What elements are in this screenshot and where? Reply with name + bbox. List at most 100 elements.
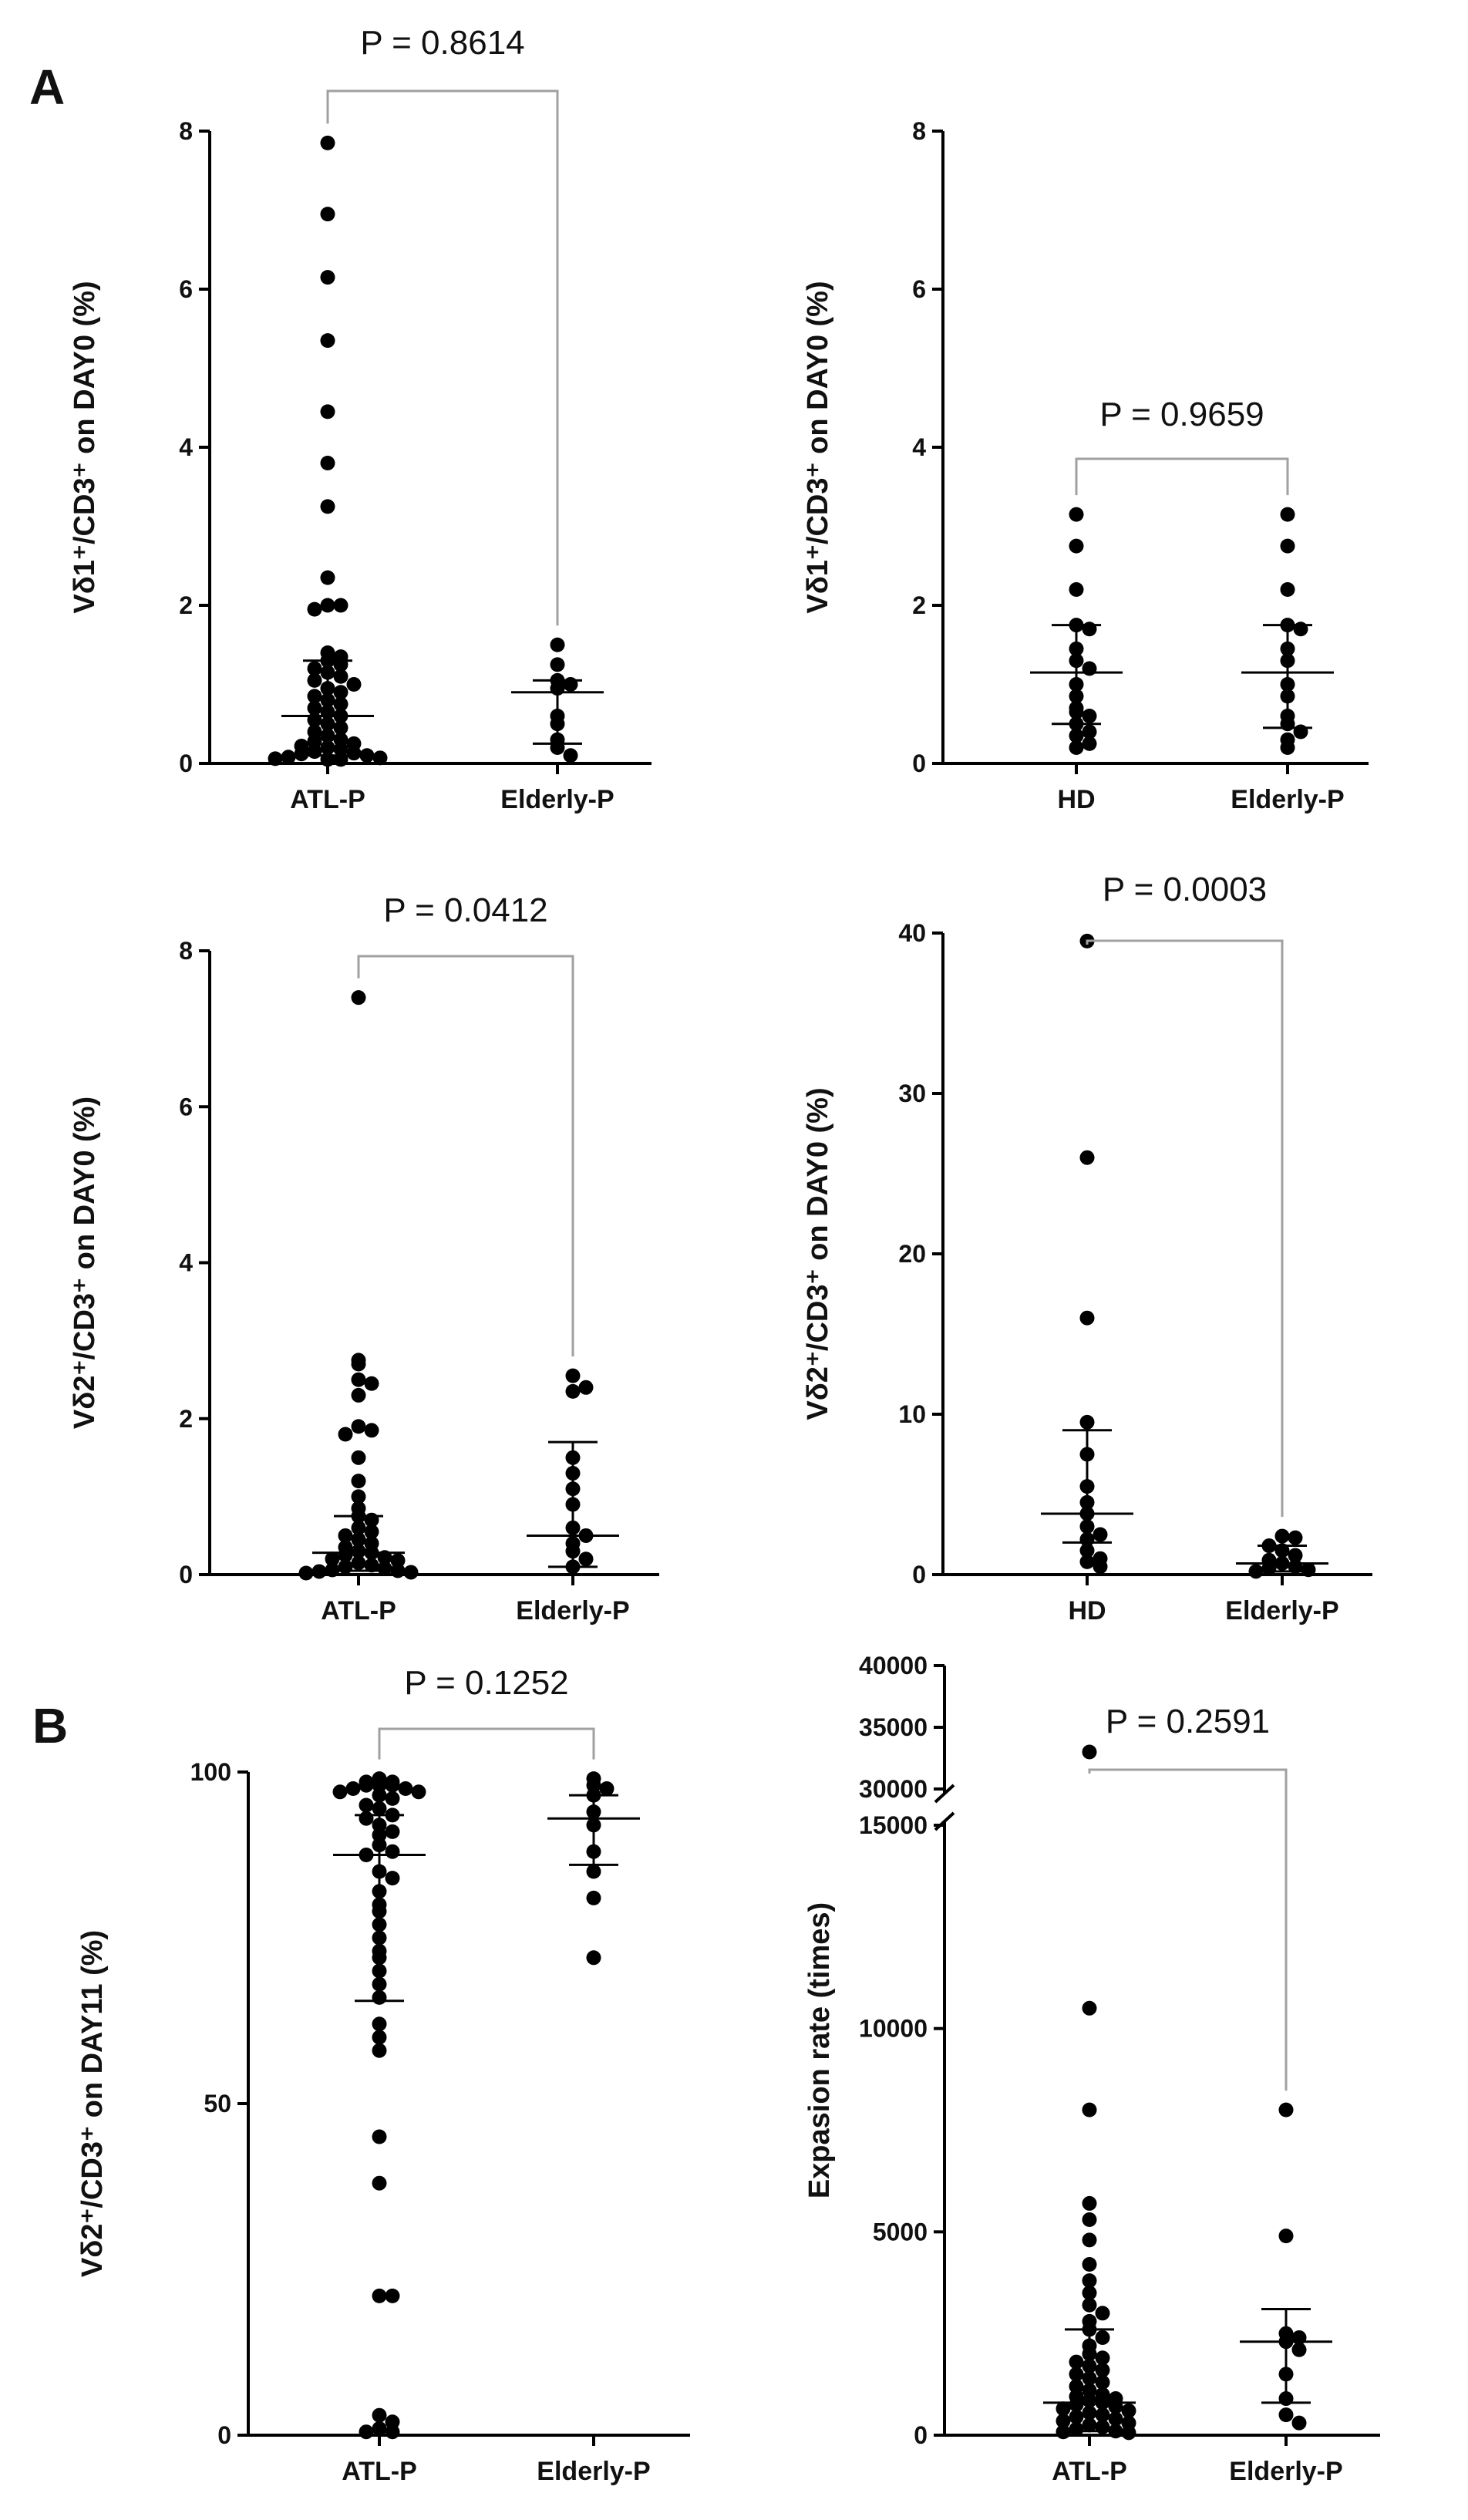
a2-data-point	[1069, 507, 1084, 522]
a1-data-point	[307, 700, 322, 716]
a4-data-point	[1093, 1527, 1108, 1542]
b2-data-point	[1069, 2397, 1084, 2412]
a4-data-point	[1093, 1559, 1108, 1575]
a1-data-point	[333, 752, 348, 767]
a1-p-value: P = 0.8614	[360, 24, 524, 62]
b2-data-point	[1082, 2257, 1097, 2272]
a1-data-point	[550, 637, 565, 652]
b2-data-point	[1291, 2342, 1307, 2357]
a2-data-point	[1082, 661, 1097, 676]
b2-data-point	[1069, 2354, 1084, 2370]
b1-data-point	[359, 2424, 374, 2440]
b2-data-point	[1095, 2350, 1110, 2366]
a4-significance-bracket	[1086, 939, 1284, 1518]
a1-data-point	[333, 696, 348, 712]
a2-data-point	[1069, 582, 1084, 597]
a3-data-point	[364, 1558, 379, 1573]
a4-x-tick-label: Elderly-P	[1225, 1596, 1338, 1626]
a3-data-point	[377, 1561, 392, 1576]
b1-data-point	[599, 1781, 614, 1796]
b2-x-tick-label: Elderly-P	[1229, 2457, 1342, 2486]
a2-p-value: P = 0.9659	[1099, 396, 1264, 433]
b2-data-point	[1069, 2379, 1084, 2394]
a3-data-point	[351, 990, 366, 1006]
a2-significance-bracket	[1075, 457, 1289, 496]
a1-data-point	[294, 746, 309, 762]
a1-data-point	[268, 751, 283, 766]
a1-data-point	[320, 456, 335, 470]
a1-data-point	[563, 748, 578, 763]
a4-data-point	[1079, 1310, 1095, 1326]
a1-y-tick-label: 2	[179, 591, 193, 619]
a3-y-tick-label: 0	[179, 1561, 193, 1588]
b2-x-tick-label: ATL-P	[1052, 2457, 1127, 2486]
b2-data-point	[1082, 1744, 1097, 1760]
b2-data-point	[1082, 2232, 1097, 2248]
a1-data-point	[320, 598, 335, 613]
a2-data-point	[1280, 740, 1295, 755]
a3-y-axis-title: Vδ2⁺/CD3⁺ on DAY0 (%)	[69, 1097, 101, 1429]
a2-y-tick-label: 8	[912, 117, 926, 145]
a1-x-tick-label: ATL-P	[290, 785, 365, 814]
a1-data-point	[346, 677, 362, 692]
b1-data-point	[411, 1784, 426, 1800]
a4-data-point	[1079, 1414, 1095, 1430]
a2-data-point	[1293, 622, 1308, 637]
a1-data-point	[320, 404, 335, 419]
b2-data-point	[1082, 2297, 1097, 2313]
b1-data-point	[345, 1781, 361, 1796]
b1-data-point	[385, 1777, 400, 1793]
a1-data-point	[320, 207, 335, 222]
a1-data-point	[550, 657, 565, 672]
a3-data-point	[364, 1524, 379, 1539]
a3-data-point	[338, 1548, 353, 1563]
b1-x-tick-label: Elderly-P	[537, 2457, 650, 2486]
a3-data-point	[351, 1372, 366, 1387]
b1-data-point	[372, 2288, 387, 2303]
a4-data-point	[1079, 1554, 1095, 1569]
a3-data-point	[364, 1423, 379, 1438]
a1-y-axis-title: Vδ1⁺/CD3⁺ on DAY0 (%)	[69, 281, 101, 613]
a3-data-point	[351, 1356, 366, 1372]
b2-data-point	[1056, 2414, 1071, 2429]
a2-data-point	[1280, 538, 1295, 554]
a3-data-point	[338, 1559, 353, 1575]
a1-data-point	[307, 661, 322, 676]
b2-p-value: P = 0.2591	[1106, 1703, 1270, 1740]
a2-y-tick-label: 6	[912, 275, 926, 303]
a3-data-point	[351, 1450, 366, 1465]
b2-data-point	[1082, 2102, 1097, 2117]
b2-data-point	[1108, 2424, 1123, 2439]
b1-data-point	[372, 2016, 387, 2032]
a3-significance-bracket	[357, 955, 574, 1357]
b2-data-point	[1291, 2415, 1307, 2431]
a1-x-tick-label: Elderly-P	[500, 785, 614, 814]
a2-y-tick-label: 4	[912, 433, 926, 461]
a3-data-point	[351, 1419, 366, 1434]
a1-data-point	[333, 685, 348, 700]
a1-data-point	[333, 598, 348, 613]
a3-data-point	[578, 1380, 594, 1395]
b1-data-point	[372, 2043, 387, 2058]
a3-data-point	[565, 1368, 581, 1383]
b1-data-point	[385, 1824, 400, 1839]
b1-p-value: P = 0.1252	[404, 1664, 568, 1702]
a2-y-tick-label: 0	[912, 750, 926, 777]
a1-data-point	[333, 742, 348, 757]
a4-data-point	[1248, 1564, 1264, 1579]
a2-data-point	[1082, 724, 1097, 739]
b1-data-point	[332, 1784, 348, 1800]
a2-data-point	[1280, 507, 1295, 522]
a4-y-tick-label: 0	[912, 1561, 926, 1588]
a2-data-point	[1069, 740, 1084, 755]
a1-data-point	[320, 570, 335, 585]
a4-data-point	[1288, 1548, 1303, 1563]
b1-data-point	[372, 2129, 387, 2144]
a2-data-point	[1082, 736, 1097, 751]
panel-label-b: B	[32, 1698, 68, 1754]
a3-p-value: P = 0.0412	[383, 891, 547, 929]
b2-axis-break-mark	[934, 1784, 955, 1804]
a1-y-tick-label: 4	[179, 433, 193, 461]
